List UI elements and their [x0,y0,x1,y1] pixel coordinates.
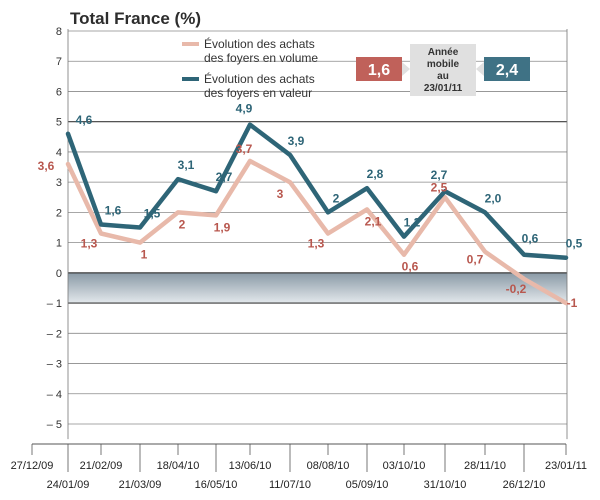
annual-label-line1: Année [428,47,459,58]
right-arrow-icon [476,62,484,76]
x-tick-label: 21/03/09 [119,479,162,491]
value-data-label: 4,9 [236,102,253,116]
value-series-line [65,122,569,260]
x-tick-label: 08/08/10 [307,460,350,472]
volume-data-label: 1,3 [81,237,98,251]
x-tick-label: 24/01/09 [47,479,90,491]
value-data-label: 1,5 [144,207,161,221]
legend-value-line2: des foyers en valeur [204,86,312,100]
x-tick-label: 03/10/10 [383,460,426,472]
left-arrow-icon [402,62,410,76]
annual-value-value: 2,4 [496,62,518,79]
y-tick-label: 1 [56,238,62,250]
legend: Évolution des achats des foyers en volum… [182,36,318,100]
volume-data-label: 0,6 [402,260,419,274]
x-tick-label: 21/02/09 [80,460,123,472]
y-tick-label: – 2 [47,328,62,340]
value-data-label: 2,0 [485,191,502,205]
value-data-label: 1,6 [105,203,122,217]
annual-label-background [410,44,476,96]
volume-series-line [65,158,569,306]
y-tick-label: – 4 [47,389,62,401]
x-tick-label: 05/09/10 [346,479,389,491]
value-data-label: 0,5 [566,237,583,251]
volume-data-label: -0,2 [506,282,527,296]
x-tick-label: 31/10/10 [424,479,467,491]
y-tick-label: 6 [56,86,62,98]
value-data-label: 2,8 [367,167,384,181]
x-tick-label: 28/11/10 [464,460,506,472]
value-data-label: 3,9 [288,134,305,148]
annual-volume-value: 1,6 [368,62,390,79]
y-tick-label: – 1 [47,298,62,310]
volume-data-label: 3 [277,187,284,201]
y-tick-label: 3 [56,177,62,189]
x-tick-label: 26/12/10 [503,479,546,491]
y-tick-label: 2 [56,207,62,219]
y-tick-label: – 5 [47,419,62,431]
x-tick-label: 11/07/10 [269,479,311,491]
legend-volume-line1: Évolution des achats [204,36,315,51]
x-tick-label: 23/01/11 [545,460,587,472]
y-tick-label: 0 [56,268,62,280]
x-tick-label: 13/06/10 [229,460,272,472]
value-data-label: 2,7 [216,170,233,184]
volume-data-label: 2,5 [431,180,448,194]
volume-data-label: 0,7 [467,253,484,267]
volume-data-label: 3,7 [236,142,253,156]
volume-data-label: 3,6 [38,159,55,173]
x-tick-label: 18/04/10 [157,460,200,472]
annual-indicator: 1,6 Année mobile au 23/01/11 2,4 [356,44,530,96]
y-tick-label: 5 [56,117,62,129]
volume-data-label: -1 [567,296,578,310]
volume-data-label: 2 [179,217,186,231]
x-tick-label: 27/12/09 [11,460,54,472]
x-tick-label: 16/05/10 [195,479,238,491]
value-data-label: 1,2 [404,216,421,230]
volume-data-label: 2,1 [365,214,382,228]
legend-value-line1: Évolution des achats [204,71,315,86]
chart-title: Total France (%) [70,9,201,28]
volume-data-label: 1,3 [308,237,325,251]
volume-data-label: 1,9 [214,220,231,234]
value-data-label: 3,1 [178,158,195,172]
negative-zone-band [68,272,567,304]
annual-value-box [484,57,530,81]
annual-label-line4: 23/01/11 [424,83,463,94]
annual-volume-box [356,57,402,81]
annual-label-line2: mobile [427,59,460,70]
value-data-label: 2,7 [431,168,448,182]
volume-data-label: 1 [141,248,148,262]
legend-volume-line2: des foyers en volume [204,51,318,65]
value-data-label: 0,6 [522,232,539,246]
value-data-label: 2 [333,191,340,205]
y-tick-label: – 3 [47,359,62,371]
y-tick-label: 4 [56,147,62,159]
value-data-label: 4,6 [76,113,93,127]
annual-label-line3: au [437,71,449,82]
y-tick-label: 7 [56,56,62,68]
y-tick-label: 8 [56,26,62,38]
